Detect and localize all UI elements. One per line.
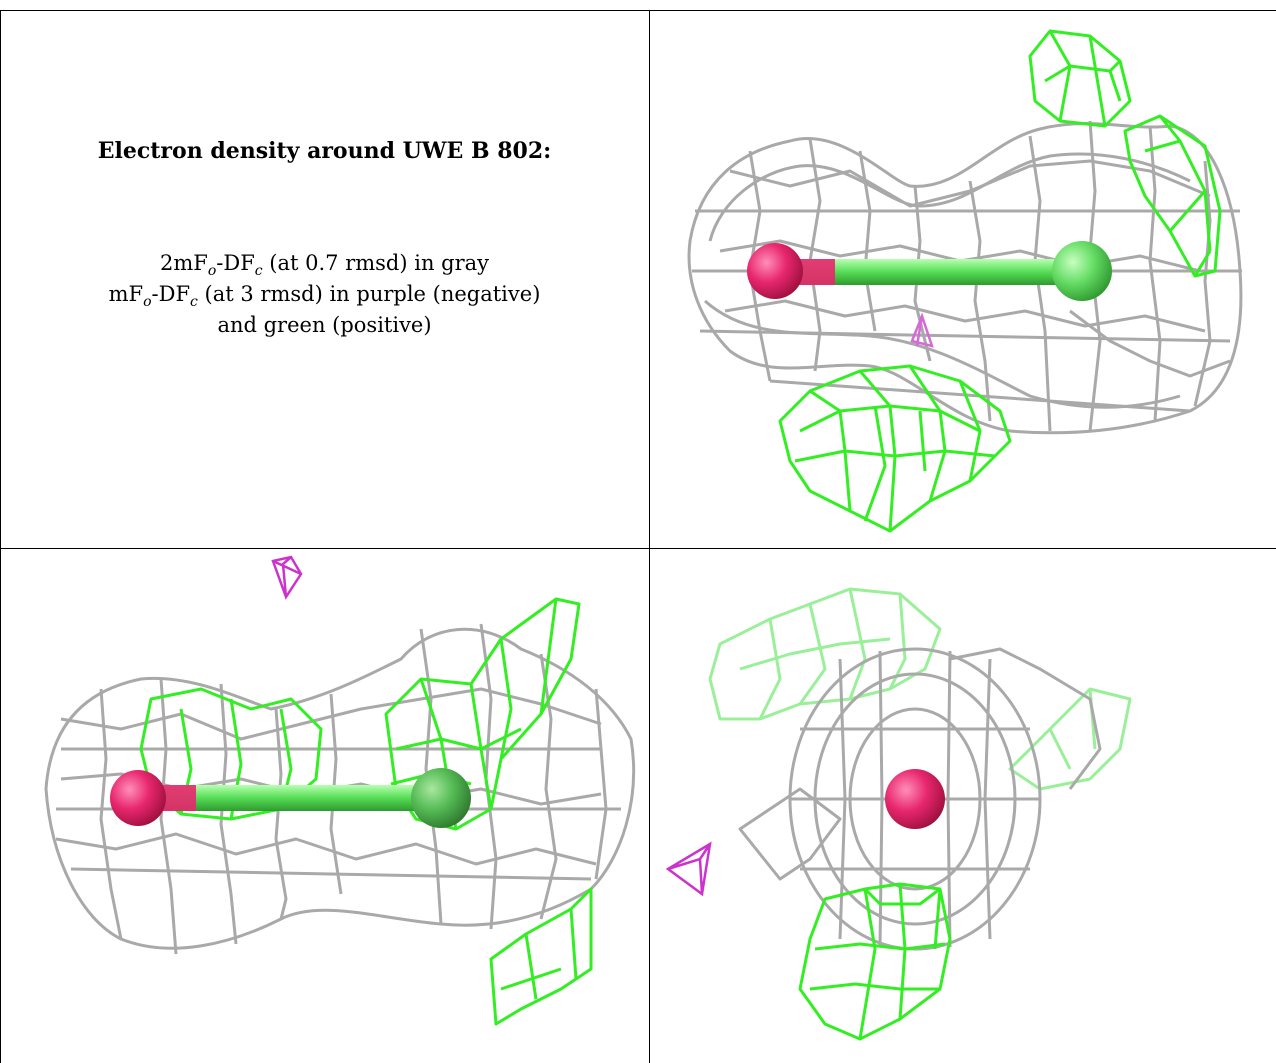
legend-2fofc-mid: -DF [216, 251, 255, 275]
purple-mesh-negative [910, 312, 934, 348]
legend-fofc-cont: and green (positive) [217, 313, 432, 337]
oxygen-atom [747, 243, 803, 299]
ligand-model [885, 769, 945, 829]
density-view-bottom-left [1, 549, 649, 1063]
legend-2fofc-post: (at 0.7 rmsd) in gray [262, 251, 490, 275]
density-mesh-svg-3 [665, 587, 1132, 1041]
legend-2fofc-pre: 2mF [159, 251, 208, 275]
density-mesh-svg-2 [44, 555, 636, 1026]
green-mesh-positive-faded [708, 587, 1132, 791]
legend-fofc: mFo-DFc (at 3 rmsd) in purple (negative) [0, 280, 649, 317]
caption-title: Electron density around UWE B 802: [97, 138, 552, 164]
green-mesh-positive [139, 597, 593, 1026]
table-divider-vertical [649, 10, 650, 1063]
ligand-model [747, 241, 1112, 301]
table-divider-horizontal [0, 548, 1276, 549]
ligand-model [110, 768, 471, 828]
legend-fofc-sub-o: o [143, 294, 152, 311]
green-mesh-positive [798, 882, 952, 1041]
green-mesh-positive [778, 29, 1222, 533]
purple-mesh-negative [665, 841, 712, 897]
legend-fofc-mid: -DF [151, 282, 191, 306]
oxygen-atom [885, 769, 945, 829]
legend-fofc-post: (at 3 rmsd) in purple (negative) [197, 282, 541, 306]
legend-2fofc: 2mFo-DFc (at 0.7 rmsd) in gray [0, 249, 649, 286]
caption-cell: Electron density around UWE B 802: 2mFo-… [0, 10, 649, 548]
density-view-top-right [650, 11, 1276, 548]
chlorine-atom [1052, 241, 1112, 301]
table-border-left [0, 10, 1, 1063]
table-border-top [0, 10, 1276, 11]
density-mesh-svg-1 [687, 29, 1243, 533]
legend-2fofc-sub-c: c [254, 263, 263, 280]
oxygen-atom [110, 770, 166, 826]
purple-mesh-negative [271, 555, 303, 600]
bond-stick [136, 785, 441, 811]
legend-fofc-pre: mF [108, 282, 144, 306]
density-view-bottom-right [650, 549, 1276, 1063]
legend-fofc-sub-c: c [190, 294, 198, 311]
chlorine-atom [411, 768, 471, 828]
bond-stick [775, 259, 1085, 285]
legend-2fofc-sub-o: o [207, 263, 217, 280]
